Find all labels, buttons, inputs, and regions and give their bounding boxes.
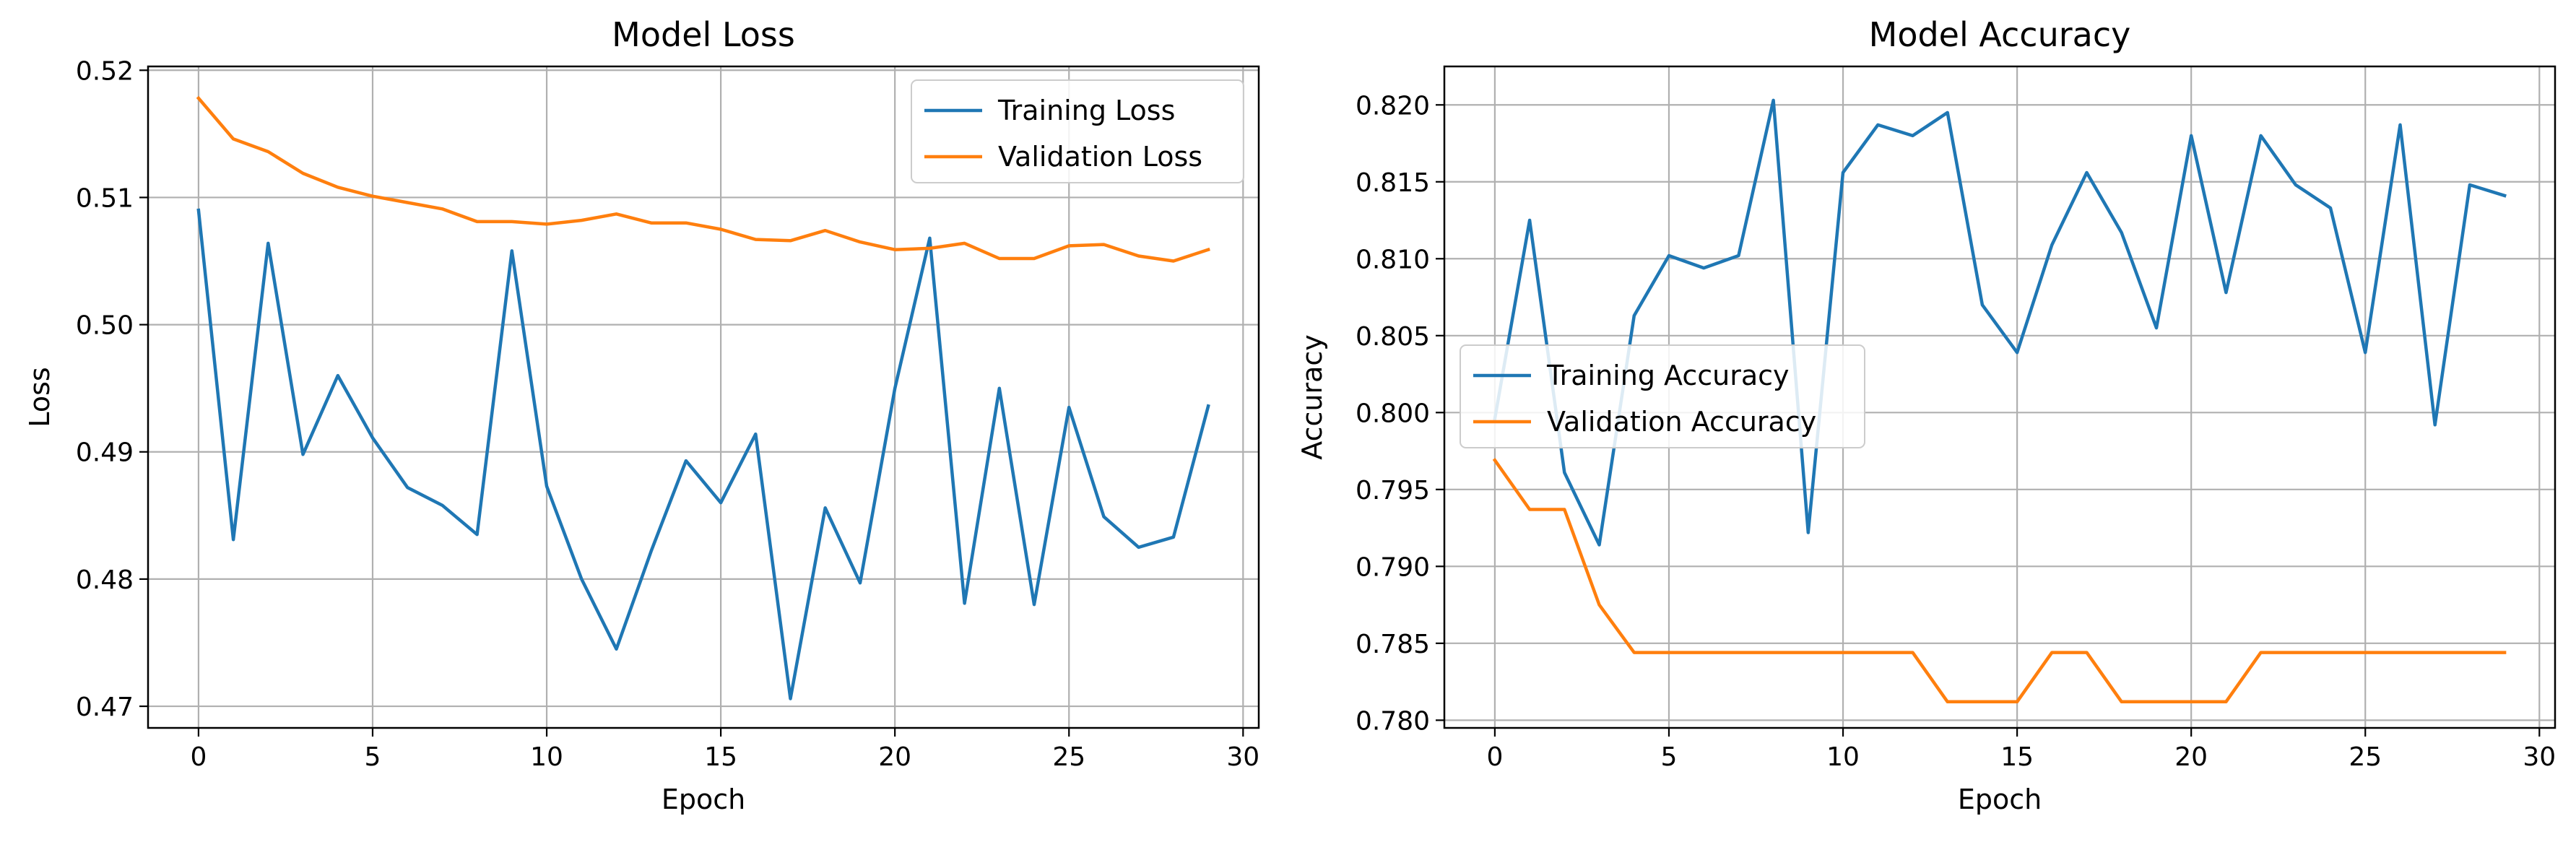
y-tick-label: 0.795	[1356, 476, 1430, 505]
y-axis: 0.47 0.48 0.49 0.50 0.51 0.52	[76, 56, 148, 722]
y-tick-label: 0.790	[1356, 552, 1430, 582]
y-tick-label: 0.810	[1356, 245, 1430, 274]
x-tick-label: 5	[1661, 742, 1678, 772]
x-tick-label: 10	[530, 742, 563, 772]
legend: Training Loss Validation Loss	[911, 79, 1244, 183]
x-tick-label: 25	[2349, 742, 2382, 772]
x-tick-label: 25	[1052, 742, 1085, 772]
x-tick-label: 0	[190, 742, 207, 772]
training-line	[1493, 98, 2507, 547]
legend-label: Validation Accuracy	[1547, 406, 1816, 438]
x-tick-label: 15	[704, 742, 737, 772]
y-tick-label: 0.815	[1356, 168, 1430, 198]
x-tick-label: 10	[1826, 742, 1860, 772]
x-axis-label: Epoch	[662, 784, 745, 815]
y-tick-label: 0.47	[76, 693, 134, 722]
y-axis: 0.780 0.785 0.790 0.795 0.800 0.805 0.810 0.815…	[1356, 91, 1444, 736]
x-tick-label: 15	[2000, 742, 2034, 772]
y-tick-label: 0.800	[1356, 399, 1430, 428]
y-tick-label: 0.820	[1356, 91, 1430, 121]
legend-label: Training Loss	[997, 95, 1175, 126]
legend-label: Training Accuracy	[1546, 360, 1790, 391]
x-tick-label: 5	[365, 742, 381, 772]
y-tick-label: 0.805	[1356, 322, 1430, 352]
legend-box	[911, 79, 1244, 183]
x-axis: 0 5 10 15 20 25 30	[1486, 728, 2556, 772]
grid	[148, 66, 1259, 728]
axes-frame	[1443, 65, 2557, 729]
y-axis-label: Loss	[24, 367, 56, 427]
training-line	[196, 208, 1210, 700]
legend: Training Accuracy Validation Accuracy	[1460, 344, 1865, 448]
y-tick-label: 0.49	[76, 438, 134, 468]
accuracy-chart: 0 5 10 15 20 25 30 0.780 0.785 0.790 0.795 0.800 0.8…	[1296, 15, 2557, 815]
series-lines	[196, 95, 1210, 700]
y-axis-label: Accuracy	[1296, 334, 1328, 460]
loss-chart: 0 5 10 15 20 25 30 0.47 0.48 0.49 0.50 0.51 0.52 Mode…	[24, 15, 1260, 815]
series-lines	[1492, 98, 2507, 704]
y-tick-label: 0.51	[76, 183, 134, 213]
legend-box	[1460, 344, 1865, 448]
axes-frame	[147, 65, 1260, 729]
x-tick-label: 20	[2174, 742, 2208, 772]
x-axis: 0 5 10 15 20 25 30	[190, 728, 1259, 772]
y-tick-label: 0.785	[1356, 630, 1430, 659]
validation-line	[196, 95, 1210, 263]
y-tick-label: 0.52	[76, 56, 134, 86]
legend-label: Validation Loss	[998, 141, 1202, 173]
x-tick-label: 20	[878, 742, 911, 772]
x-tick-label: 30	[1226, 742, 1259, 772]
y-tick-label: 0.48	[76, 565, 134, 595]
y-tick-label: 0.50	[76, 311, 134, 341]
x-axis-label: Epoch	[1958, 784, 2042, 815]
x-tick-label: 0	[1486, 742, 1503, 772]
validation-line	[1492, 458, 2507, 704]
x-tick-label: 30	[2523, 742, 2556, 772]
chart-title: Model Accuracy	[1869, 15, 2131, 54]
chart-title: Model Loss	[612, 15, 795, 54]
y-tick-label: 0.780	[1356, 706, 1430, 736]
